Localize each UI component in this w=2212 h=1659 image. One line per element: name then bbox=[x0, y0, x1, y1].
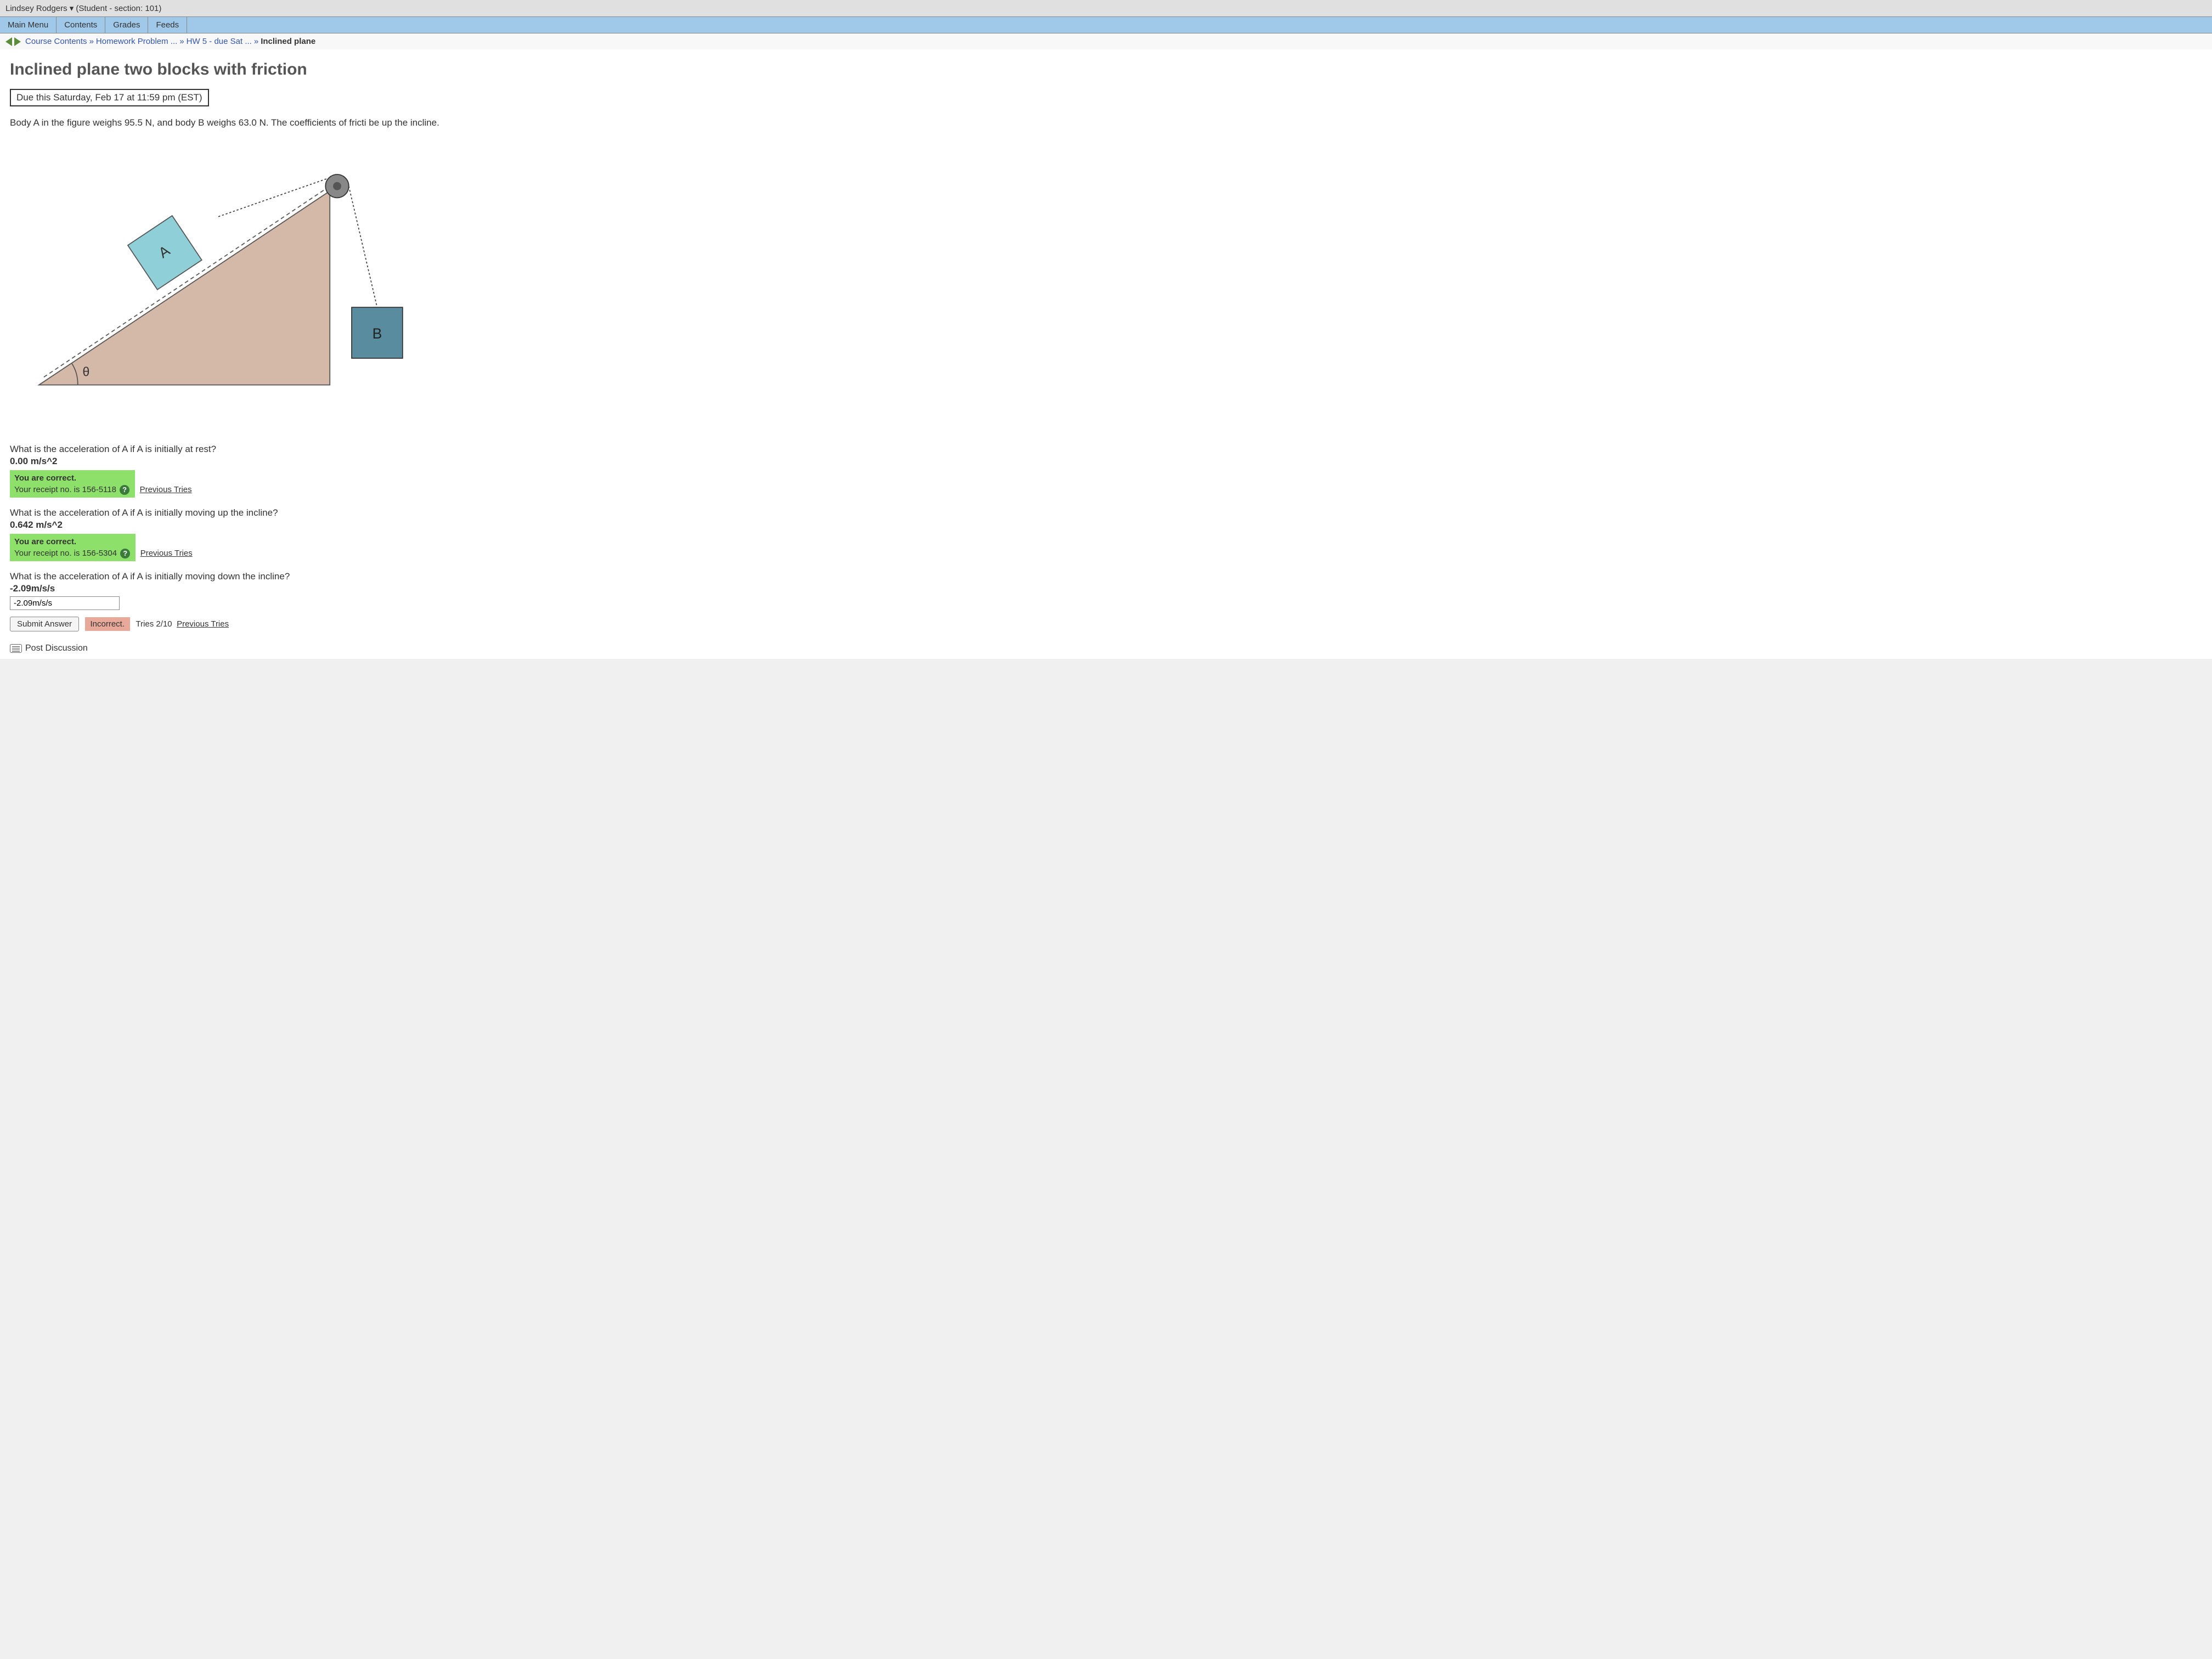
q1-prev-tries[interactable]: Previous Tries bbox=[140, 485, 192, 494]
q2-prev-tries[interactable]: Previous Tries bbox=[140, 549, 193, 558]
crumb-current: Inclined plane bbox=[261, 37, 315, 46]
q1-text: What is the acceleration of A if A is in… bbox=[10, 444, 2202, 455]
theta-label: θ bbox=[83, 364, 90, 379]
q3-text: What is the acceleration of A if A is in… bbox=[10, 571, 2202, 582]
q2-receipt: Your receipt no. is 156-5304 bbox=[14, 549, 117, 558]
incline-triangle bbox=[39, 191, 330, 385]
nav-main-menu[interactable]: Main Menu bbox=[0, 17, 57, 33]
problem-statement: Body A in the figure weighs 95.5 N, and … bbox=[10, 116, 2202, 129]
q1-answer: 0.00 m/s^2 bbox=[10, 456, 2202, 467]
post-discussion-button[interactable]: Post Discussion bbox=[10, 644, 2202, 653]
page-title: Inclined plane two blocks with friction bbox=[10, 60, 2202, 79]
help-icon[interactable]: ? bbox=[120, 485, 129, 495]
rope-b bbox=[349, 186, 377, 307]
next-arrow-icon[interactable] bbox=[14, 37, 21, 46]
user-info-bar: Lindsey Rodgers ▾ (Student - section: 10… bbox=[0, 0, 2212, 16]
submit-answer-button[interactable]: Submit Answer bbox=[10, 617, 79, 631]
due-date: Due this Saturday, Feb 17 at 11:59 pm (E… bbox=[10, 89, 209, 106]
q2-feedback: You are correct. Your receipt no. is 156… bbox=[10, 534, 136, 561]
q3-controls: Submit Answer Incorrect. Tries 2/10 Prev… bbox=[10, 617, 2202, 631]
q2-text: What is the acceleration of A if A is in… bbox=[10, 507, 2202, 518]
crumb-hw5[interactable]: HW 5 - due Sat ... bbox=[187, 37, 252, 46]
crumb-sep: » bbox=[89, 37, 94, 46]
breadcrumb: Course Contents » Homework Problem ... »… bbox=[0, 33, 2212, 49]
q1-feedback: You are correct. Your receipt no. is 156… bbox=[10, 470, 135, 498]
help-icon[interactable]: ? bbox=[120, 549, 130, 558]
q3-prev-tries[interactable]: Previous Tries bbox=[177, 619, 229, 629]
q3-tries: Tries 2/10 bbox=[136, 619, 172, 629]
q2-answer: 0.642 m/s^2 bbox=[10, 520, 2202, 531]
crumb-hw-set[interactable]: Homework Problem ... bbox=[96, 37, 177, 46]
q1-receipt: Your receipt no. is 156-5118 bbox=[14, 485, 116, 494]
nav-grades[interactable]: Grades bbox=[105, 17, 148, 33]
nav-feeds[interactable]: Feeds bbox=[148, 17, 187, 33]
q3-incorrect: Incorrect. bbox=[85, 617, 131, 631]
discussion-icon bbox=[10, 644, 22, 653]
q3-input-display: -2.09m/s/s bbox=[10, 583, 2202, 594]
crumb-course[interactable]: Course Contents bbox=[25, 37, 87, 46]
q1-correct-title: You are correct. bbox=[14, 473, 76, 483]
pulley-hub bbox=[333, 182, 341, 190]
content-area: Inclined plane two blocks with friction … bbox=[0, 49, 2212, 659]
crumb-sep: » bbox=[179, 37, 184, 46]
prev-arrow-icon[interactable] bbox=[5, 37, 12, 46]
crumb-sep: » bbox=[254, 37, 258, 46]
block-b-label: B bbox=[373, 325, 382, 342]
post-discussion-label: Post Discussion bbox=[25, 644, 88, 653]
incline-diagram: θ A B bbox=[10, 146, 427, 420]
q3-input[interactable] bbox=[10, 596, 120, 610]
q2-correct-title: You are correct. bbox=[14, 537, 76, 546]
nav-contents[interactable]: Contents bbox=[57, 17, 105, 33]
user-name[interactable]: Lindsey Rodgers ▾ (Student - section: 10… bbox=[5, 4, 161, 13]
nav-bar: Main Menu Contents Grades Feeds bbox=[0, 16, 2212, 33]
